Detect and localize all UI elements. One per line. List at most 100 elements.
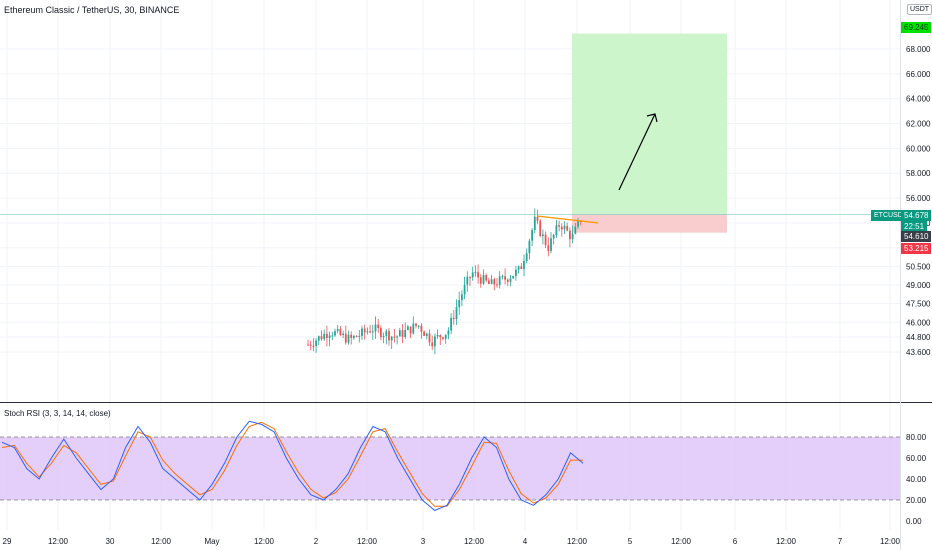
candle-bull <box>563 225 566 230</box>
candle-bear <box>477 272 479 278</box>
price-tick-label: 62.000 <box>906 120 931 129</box>
currency-button[interactable]: USDT <box>907 4 932 15</box>
candle-bear <box>547 245 550 251</box>
candle-bull <box>461 294 463 301</box>
candle-bear <box>409 326 412 334</box>
candle-bull <box>398 330 401 337</box>
trendline[interactable] <box>537 215 599 224</box>
current-price-badge-2: 54.610 <box>901 231 932 242</box>
candle-bull <box>552 235 555 239</box>
candle-bear <box>344 333 347 343</box>
candle-bull <box>482 275 485 284</box>
price-tick-label: 49.000 <box>906 281 931 290</box>
price-axis[interactable]: 68.000 66.000 64.000 62.000 60.000 58.000 56.0… <box>906 45 931 357</box>
countdown-badge: 22:51 <box>901 221 928 232</box>
candle-bear <box>469 276 471 278</box>
stoch-rsi-title[interactable]: Stoch RSI (3, 3, 14, 14, close) <box>4 409 111 418</box>
time-tick-label: 12:00 <box>357 537 378 546</box>
arrow-head-icon <box>646 113 658 123</box>
candle-bull <box>509 278 512 282</box>
candle-bear <box>566 225 569 231</box>
candle-bull <box>385 331 388 337</box>
candle-bear <box>479 277 482 284</box>
candle-bull <box>436 335 439 337</box>
candle-bear <box>539 220 542 236</box>
candle-bear <box>431 342 434 347</box>
candle-bear <box>312 345 315 347</box>
candle-bull <box>463 284 466 295</box>
candle-bear <box>380 328 382 338</box>
candle-bull <box>404 329 407 337</box>
candle-bear <box>339 328 342 335</box>
candle-bear <box>544 234 547 246</box>
candle-bull <box>523 261 525 269</box>
candlesticks <box>307 208 582 355</box>
candle-bull <box>331 335 334 337</box>
price-tick-label: 60.000 <box>906 144 931 153</box>
target-price-badge: 69.245 <box>901 22 932 33</box>
candle-bull <box>396 336 398 338</box>
candle-bear <box>452 317 455 320</box>
candle-bear <box>496 284 498 286</box>
candle-bull <box>374 324 377 332</box>
stoch-rsi-k-line <box>1 420 584 512</box>
candle-bear <box>504 276 506 280</box>
time-tick-label: 12:00 <box>151 537 172 546</box>
time-tick-label: 12:00 <box>254 537 275 546</box>
candle-bear <box>388 331 390 341</box>
candle-bear <box>415 323 417 326</box>
candle-bear <box>326 333 328 338</box>
candle-bull <box>366 331 369 333</box>
candle-bull <box>490 279 493 284</box>
time-tick-label: 12:00 <box>567 537 588 546</box>
candle-bull <box>528 240 531 254</box>
candle-bear <box>558 225 560 227</box>
candle-bear <box>506 279 509 282</box>
candle-bear <box>439 335 442 338</box>
time-tick-label: 6 <box>733 537 738 546</box>
arrow-drawing[interactable] <box>618 113 658 191</box>
candle-bull <box>347 334 350 343</box>
candle-bull <box>533 216 536 231</box>
candle-bull <box>417 325 420 327</box>
candle-bull <box>425 333 428 336</box>
price-tick-label: 46.000 <box>906 318 931 327</box>
candle-bull <box>334 331 336 336</box>
candle-bear <box>320 336 323 340</box>
stop-price-badge: 53.215 <box>901 243 932 254</box>
candle-bull <box>512 275 515 279</box>
candle-bull <box>525 253 528 262</box>
candle-bull <box>450 317 452 331</box>
stoch-rsi-band <box>0 437 900 500</box>
time-tick-label: 3 <box>421 537 426 546</box>
candle-bull <box>571 233 574 240</box>
target-zone[interactable] <box>572 33 727 215</box>
candle-bull <box>501 276 504 278</box>
time-tick-label: 4 <box>523 537 528 546</box>
candle-bear <box>536 216 539 221</box>
candle-bear <box>423 331 425 336</box>
time-tick-label: 5 <box>628 537 633 546</box>
price-tick-label: 50.500 <box>906 262 931 271</box>
candle-bull <box>531 230 533 241</box>
candle-bull <box>455 307 458 320</box>
stoch-rsi-axis[interactable]: 80.00 60.00 40.00 20.00 0.00 <box>906 433 927 526</box>
time-tick-label: 12:00 <box>880 537 901 546</box>
candle-bull <box>336 328 339 332</box>
stoch-rsi-tick-label: 80.00 <box>906 433 927 442</box>
candle-bear <box>350 334 353 338</box>
stop-zone[interactable] <box>572 214 727 233</box>
price-tick-label: 58.000 <box>906 169 931 178</box>
stoch-rsi-tick-label: 40.00 <box>906 475 927 484</box>
time-tick-label: 30 <box>106 537 115 546</box>
candle-bear <box>369 331 371 333</box>
candle-bull <box>574 226 577 234</box>
candle-bull <box>371 331 374 333</box>
symbol-title[interactable]: Ethereum Classic / TetherUS, 30, BINANCE <box>4 5 180 15</box>
candle-bull <box>361 328 363 336</box>
candle-bull <box>434 336 436 347</box>
stoch-rsi-d-line <box>1 421 583 507</box>
time-axis[interactable]: 29 12:00 30 12:00 May 12:00 2 12:00 3 12:00 4 12:00… <box>3 537 901 546</box>
candle-bull <box>498 276 501 286</box>
